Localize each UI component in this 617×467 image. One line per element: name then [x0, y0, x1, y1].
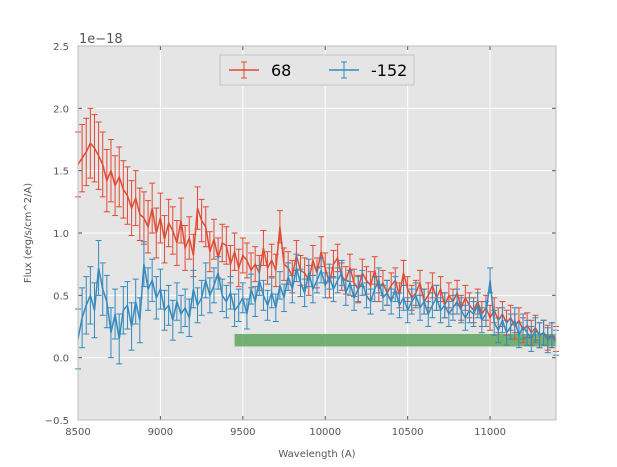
x-tick-label: 10500	[392, 427, 424, 438]
y-axis-ticks: −0.5 0.0 0.5 1.0 1.5 2.0 2.5	[45, 42, 556, 427]
series-group	[75, 107, 559, 370]
x-tick-label: 9000	[148, 427, 173, 438]
y-tick-label: 2.5	[53, 42, 69, 53]
series-line	[77, 264, 557, 344]
x-tick-label: 8500	[65, 427, 90, 438]
x-tick-label: 10000	[309, 427, 341, 438]
y-axis-label: Flux (erg/s/cm^2/A)	[23, 183, 34, 283]
y-offset-label: 1e−18	[79, 32, 123, 47]
legend: 68 -152	[219, 54, 415, 86]
y-tick-label: 1.5	[53, 167, 69, 178]
x-axis-label: Wavelength (A)	[278, 449, 355, 460]
x-tick-label: 9500	[230, 427, 255, 438]
series-1	[75, 239, 559, 370]
plot-frame	[77, 45, 557, 421]
highlight-band	[234, 333, 556, 347]
legend-label: 68	[271, 61, 291, 80]
highlight-band-group	[234, 333, 556, 347]
y-tick-label: −0.5	[45, 416, 69, 427]
x-tick-label: 11000	[474, 427, 506, 438]
y-tick-label: 0.5	[53, 291, 69, 302]
legend-label: -152	[371, 61, 407, 80]
y-tick-label: 2.0	[53, 104, 69, 115]
y-tick-label: 1.0	[53, 229, 69, 240]
y-tick-label: 0.0	[53, 354, 69, 365]
